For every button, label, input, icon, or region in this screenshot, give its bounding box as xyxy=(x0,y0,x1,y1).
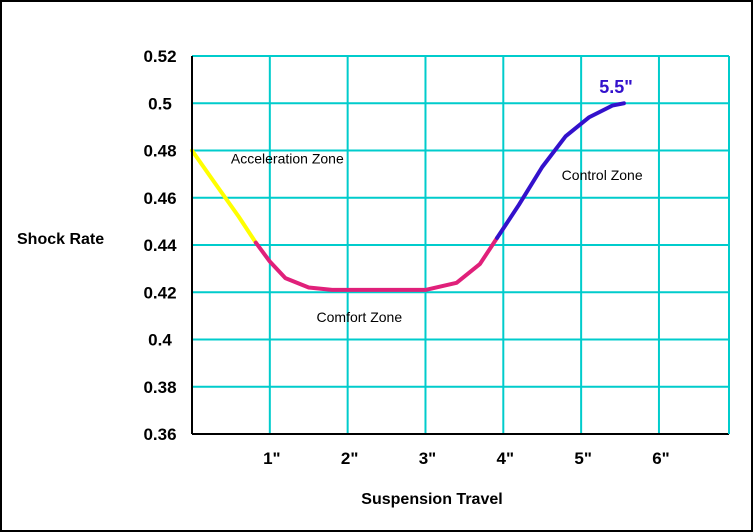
grid-layer xyxy=(192,55,729,434)
y-axis-title: Shock Rate xyxy=(17,231,104,248)
x-tick-labels: 1" 2" 3" 4" 5" 6" xyxy=(263,449,670,468)
x-tick-label: 4" xyxy=(497,449,515,468)
zone-annotation: Control Zone xyxy=(562,167,643,183)
y-tick-label: 0.42 xyxy=(143,283,176,302)
y-tick-labels: 0.36 0.38 0.4 0.42 0.44 0.46 0.48 0.5 0.52 xyxy=(143,47,177,444)
series-layer xyxy=(190,101,626,292)
x-tick-label: 2" xyxy=(341,449,359,468)
y-tick-label: 0.5 xyxy=(148,94,172,113)
y-tick-label: 0.4 xyxy=(148,331,172,350)
zone-annotations: Acceleration Zone Comfort Zone Control Zon… xyxy=(231,150,643,324)
x-tick-label: 5" xyxy=(574,449,592,468)
y-tick-label: 0.38 xyxy=(143,378,176,397)
series-line-comfort-zone xyxy=(253,235,500,292)
y-tick-label: 0.44 xyxy=(143,236,177,255)
zone-annotation: Comfort Zone xyxy=(317,309,403,325)
x-tick-label: 3" xyxy=(419,449,437,468)
end-travel-label: 5.5" xyxy=(599,77,633,97)
plot-border-layer xyxy=(191,56,730,435)
x-tick-label: 6" xyxy=(652,449,670,468)
y-tick-label: 0.52 xyxy=(143,47,176,66)
y-tick-label: 0.36 xyxy=(143,425,176,444)
y-tick-label: 0.48 xyxy=(143,142,176,161)
series-line-acceleration-zone xyxy=(190,148,258,245)
series-line-control-zone xyxy=(495,101,626,240)
x-axis-title: Suspension Travel xyxy=(361,491,502,508)
y-tick-label: 0.46 xyxy=(143,189,176,208)
x-tick-label: 1" xyxy=(263,449,281,468)
zone-annotation: Acceleration Zone xyxy=(231,150,344,166)
